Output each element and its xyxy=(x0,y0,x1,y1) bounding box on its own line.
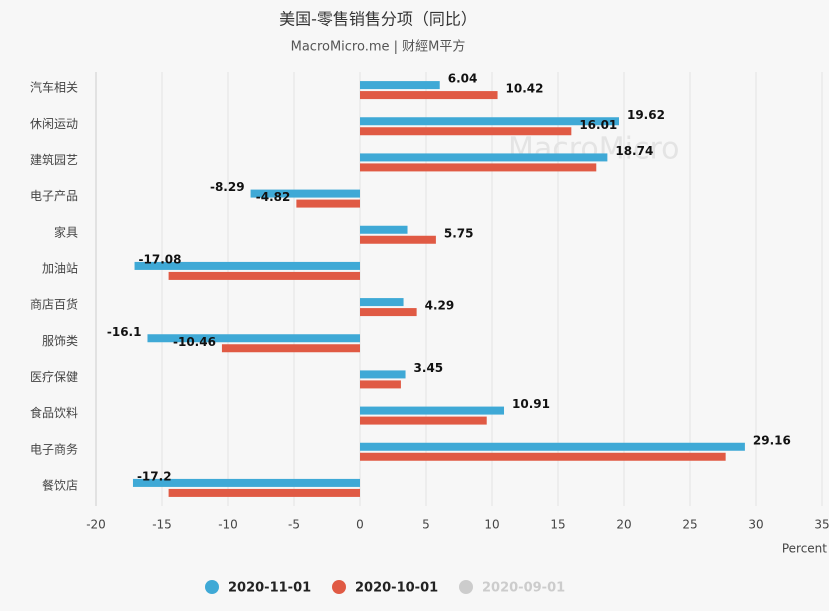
y-tick-label: 餐饮店 xyxy=(42,477,78,492)
x-tick-label: -15 xyxy=(152,518,172,532)
x-tick-label: 35 xyxy=(814,518,829,532)
bar xyxy=(147,334,360,343)
value-label: -4.82 xyxy=(256,190,291,204)
bar xyxy=(360,308,417,317)
bar xyxy=(360,380,401,389)
value-label: 16.01 xyxy=(579,118,617,132)
value-label: 10.42 xyxy=(506,82,544,96)
bar xyxy=(360,153,608,162)
value-label: 3.45 xyxy=(414,361,444,375)
bar xyxy=(221,344,360,353)
value-label: -16.1 xyxy=(107,325,142,339)
value-label: 29.16 xyxy=(753,433,791,447)
bar xyxy=(360,81,440,90)
legend-label: 2020-09-01 xyxy=(482,581,565,596)
y-tick-label: 服饰类 xyxy=(42,334,78,348)
bar xyxy=(360,91,498,100)
y-tick-label: 汽车相关 xyxy=(30,80,78,95)
bar xyxy=(360,225,408,234)
value-label: -17.08 xyxy=(139,252,182,266)
bar xyxy=(360,406,505,415)
x-tick-label: -20 xyxy=(86,518,106,532)
bar xyxy=(132,478,360,487)
legend-label: 2020-10-01 xyxy=(355,581,438,596)
y-tick-label: 食品饮料 xyxy=(30,405,78,420)
value-label: -8.29 xyxy=(210,180,245,194)
legend-marker xyxy=(205,580,219,594)
legend-label: 2020-11-01 xyxy=(228,581,311,596)
legend-marker xyxy=(459,580,473,594)
x-axis-label: Percent xyxy=(782,542,827,556)
x-tick-label: 10 xyxy=(484,518,499,532)
bar xyxy=(360,117,619,126)
x-tick-label: -5 xyxy=(288,518,300,532)
x-tick-label: 25 xyxy=(682,518,697,532)
y-tick-label: 加油站 xyxy=(42,261,78,275)
x-tick-label: 0 xyxy=(356,518,364,532)
value-label: -10.46 xyxy=(173,335,216,349)
x-tick-label: 15 xyxy=(550,518,565,532)
y-tick-label: 建筑园艺 xyxy=(30,152,78,167)
value-label: 18.74 xyxy=(615,144,653,158)
x-tick-label: 30 xyxy=(748,518,763,532)
bar xyxy=(360,416,487,425)
y-tick-label: 休闲运动 xyxy=(30,117,78,131)
value-label: 4.29 xyxy=(425,299,455,313)
chart-subtitle: MacroMicro.me | 财經M平方 xyxy=(291,39,466,55)
bar xyxy=(360,235,436,244)
x-tick-label: 20 xyxy=(616,518,631,532)
x-tick-label: 5 xyxy=(422,518,430,532)
bar xyxy=(134,261,360,270)
bar xyxy=(360,370,406,379)
y-tick-label: 商店百货 xyxy=(30,297,78,312)
bar xyxy=(360,442,745,451)
value-label: 5.75 xyxy=(444,226,474,240)
y-tick-label: 医疗保健 xyxy=(30,370,78,384)
chart-title: 美国-零售销售分项（同比） xyxy=(279,10,477,29)
bar xyxy=(168,271,360,280)
bar xyxy=(250,189,360,198)
value-label: 10.91 xyxy=(512,397,550,411)
bar xyxy=(360,127,572,136)
bar xyxy=(168,488,360,497)
value-label: 6.04 xyxy=(448,72,478,86)
y-tick-label: 电子产品 xyxy=(30,189,78,203)
x-tick-label: -10 xyxy=(218,518,238,532)
bar xyxy=(360,298,404,307)
bar xyxy=(360,452,726,461)
y-tick-label: 家具 xyxy=(54,224,78,239)
value-label: 19.62 xyxy=(627,108,665,122)
value-label: -17.2 xyxy=(137,469,172,483)
y-tick-label: 电子商务 xyxy=(30,441,78,456)
legend-marker xyxy=(332,580,346,594)
bar xyxy=(296,199,360,208)
bar xyxy=(360,163,597,172)
